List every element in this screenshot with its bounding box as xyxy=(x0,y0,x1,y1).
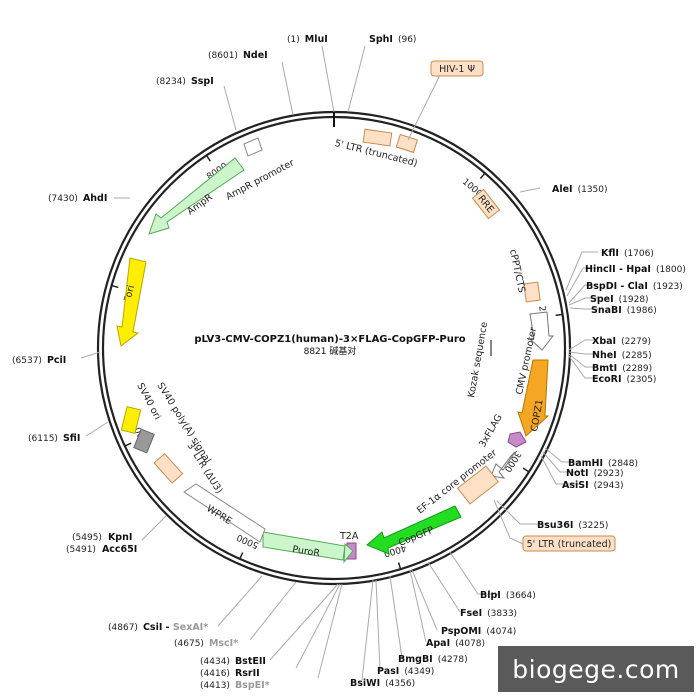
site-mlui: (1) MluI xyxy=(287,34,328,45)
feature-sv40-promoter xyxy=(120,406,142,434)
site-acc65i: (5491) Acc65I xyxy=(66,544,137,555)
label-puror: PuroR xyxy=(292,544,321,559)
tick-mark-2000 xyxy=(555,313,563,317)
feature-3xflag: 3xFLAG xyxy=(477,413,527,450)
site-pcii: (6537) PciI xyxy=(12,355,66,366)
site-nhei: NheI (2285) xyxy=(592,350,652,361)
label-cppt: cPPT/CTS xyxy=(507,248,527,293)
label-t2a: T2A xyxy=(339,531,359,542)
label-5ltr-box: 5' LTR (truncated) xyxy=(527,539,612,550)
site-sspi: (8234) SspI xyxy=(156,76,214,87)
feature-wpre: WPRE xyxy=(183,483,266,543)
label-hiv-psi: HIV-1 Ψ xyxy=(439,64,475,75)
site-fsei: FseI (3833) xyxy=(460,608,517,619)
tick-mark-6000 xyxy=(124,442,132,447)
tick-mark-5000 xyxy=(239,552,244,560)
feature-5ltr-truncated: 5' LTR (truncated) xyxy=(334,128,418,169)
watermark-logo: biogege.com xyxy=(498,646,694,692)
site-bspei: (4413) BspEI* xyxy=(200,680,270,691)
site-bsiwi: BsiWI (4356) xyxy=(350,678,415,689)
site-snabi: SnaBI (1986) xyxy=(591,305,657,316)
label-ori: ori xyxy=(123,284,137,299)
restriction-sites: (1) MluI SphI (96) (8601) NdeI (8234) SspI (… xyxy=(12,34,686,691)
site-noti: NotI (2923) xyxy=(566,468,624,479)
site-blpi: BlpI (3664) xyxy=(480,590,536,601)
map-title: pLV3-CMV-COPZ1(human)-3×FLAG-CopGFP-Puro xyxy=(194,334,465,345)
site-rsrii: (4416) RsrII xyxy=(200,668,260,679)
site-pspomi: PspOMI (4074) xyxy=(441,626,516,637)
feature-hiv-psi: HIV-1 Ψ xyxy=(407,60,484,141)
site-kfli: KflI (1706) xyxy=(601,248,654,259)
site-msci: (4675) MscI* xyxy=(174,638,238,649)
site-bamhi: BamHI (2848) xyxy=(568,458,638,469)
site-kpni: (5495) KpnI xyxy=(72,532,132,543)
feature-ef1a-promoter: EF-1α core promoter xyxy=(415,447,516,516)
label-kozak: Kozak sequence xyxy=(466,321,490,399)
tick-mark-8000 xyxy=(205,154,211,162)
site-sfii: (6115) SfiI xyxy=(28,433,80,444)
feature-puror: PuroR xyxy=(262,531,354,564)
site-leader-lines xyxy=(80,45,598,681)
label-3xflag: 3xFLAG xyxy=(477,413,505,450)
site-bmti: BmtI (2289) xyxy=(592,363,652,374)
site-csii-sexai: (4867) CsiI - SexAI* xyxy=(108,622,208,633)
feature-copgfp: CopGFP xyxy=(366,505,462,555)
ticks-group: 10002000300040005000600070008000 xyxy=(111,154,563,570)
tick-mark-3000 xyxy=(522,467,530,473)
site-pasi: PasI (4349) xyxy=(377,666,434,677)
site-spei: SpeI (1928) xyxy=(590,294,649,305)
site-xbai: XbaI (2279) xyxy=(592,336,651,347)
site-bmgbi: BmgBI (4278) xyxy=(398,654,468,665)
site-sphi: SphI (96) xyxy=(369,34,416,45)
feature-ori: ori xyxy=(116,257,147,347)
site-bsu36i: Bsu36I (3225) xyxy=(537,520,608,531)
tick-mark-4000 xyxy=(397,562,402,570)
map-size: 8821 碱基对 xyxy=(304,345,357,357)
site-bsteii: (4434) BstEII xyxy=(200,656,266,667)
site-ndei: (8601) NdeI xyxy=(208,50,268,61)
label-sv40-polya: SV40 poly(A) signal xyxy=(154,381,212,466)
site-ahdi: (7430) AhdI xyxy=(48,193,107,204)
site-hincii-hpai: HincII - HpaI (1800) xyxy=(585,264,686,275)
tick-mark-1000 xyxy=(479,172,486,179)
feature-kozak: Kozak sequence xyxy=(466,321,492,399)
site-alei: AleI (1350) xyxy=(552,184,608,195)
site-ecori: EcoRI (2305) xyxy=(592,374,656,385)
tick-label-3000: 3000 xyxy=(502,449,523,474)
site-asisi: AsiSI (2943) xyxy=(562,480,624,491)
site-bspdi-clai: BspDI - ClaI (1923) xyxy=(586,281,683,292)
site-apai: ApaI (4078) xyxy=(426,638,485,649)
feature-3ltr: 3' LTR (ΔU3) xyxy=(153,441,225,496)
tick-mark-7000 xyxy=(111,284,119,289)
feature-5ltr-box: 5' LTR (truncated) xyxy=(493,499,616,552)
feature-cppt: cPPT/CTS xyxy=(507,248,541,303)
